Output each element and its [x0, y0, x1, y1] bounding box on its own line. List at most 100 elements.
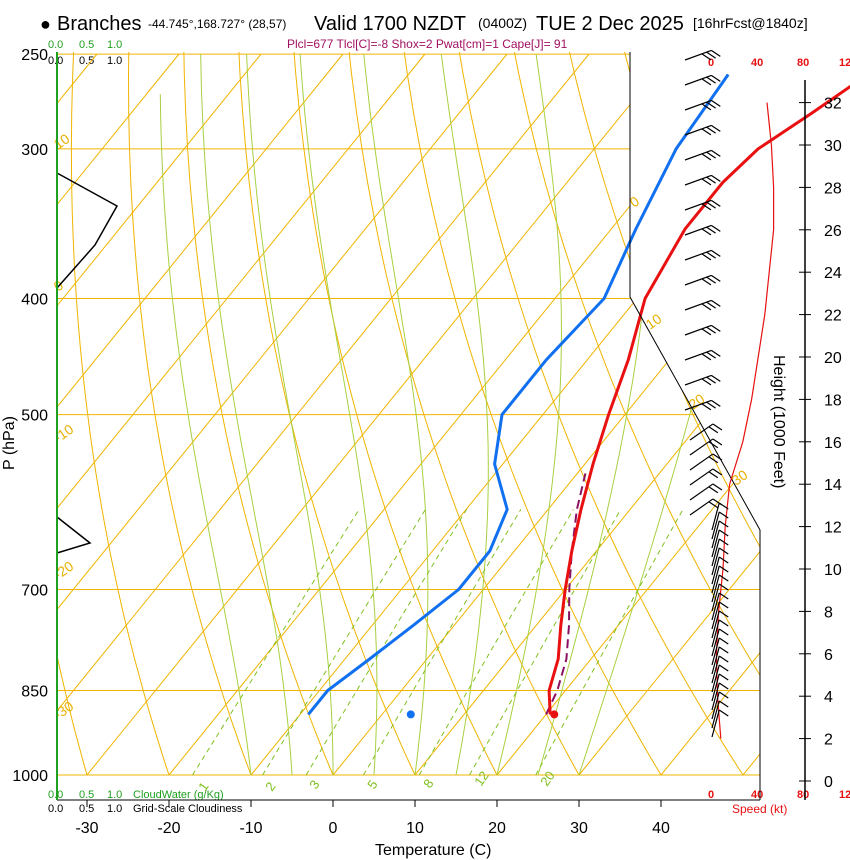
barb-feather — [706, 176, 716, 184]
barb-feather — [710, 299, 721, 307]
wind-barb — [684, 399, 721, 411]
barb-feather — [710, 324, 721, 332]
wind-barb — [684, 49, 721, 61]
height-tick-label: 6 — [824, 647, 833, 664]
isotherm — [742, 53, 760, 776]
barb-staff — [689, 468, 714, 486]
mixing-ratio-line — [535, 509, 684, 776]
barb-staff — [684, 174, 712, 186]
height-tick-label: 8 — [824, 604, 833, 621]
height-tick-label: 32 — [824, 96, 842, 113]
wind-barb — [711, 547, 729, 576]
cloud-scale-bottom: 0.0 0.5 1.0 CloudWater (g/Kg) 0.0 0.5 1.… — [48, 789, 243, 815]
dry-adiabat — [455, 52, 744, 776]
station-name: Branches — [57, 13, 142, 35]
wind-barb — [711, 682, 729, 711]
mixing-ratio-line — [363, 509, 522, 776]
pressure-tick-label: 500 — [21, 408, 48, 425]
height-tick-label: 18 — [824, 392, 842, 409]
barb-feather — [712, 423, 723, 431]
barb-feather — [712, 438, 723, 446]
barb-feather — [706, 251, 716, 259]
speed-top-tick-1: 40 — [751, 57, 763, 69]
temp-tick-label: 0 — [329, 820, 338, 837]
wind-barb — [689, 468, 723, 486]
moist-adiabat — [246, 54, 334, 775]
barb-staff — [684, 249, 712, 261]
height-tick-label: 2 — [824, 732, 833, 749]
barb-staff — [711, 601, 720, 630]
wind-barb — [711, 628, 729, 657]
speed-bottom-tick-0: 0 — [708, 789, 714, 801]
barb-staff — [711, 511, 720, 540]
barb-staff — [711, 520, 720, 549]
speed-label: Speed (kt) — [732, 802, 787, 816]
isotherm — [57, 53, 180, 776]
barb-feather — [718, 529, 729, 537]
mixing-ratio-label: 5 — [364, 777, 380, 792]
wind-barb — [684, 299, 721, 311]
pressure-tick-label: 400 — [21, 292, 48, 309]
barb-staff — [684, 149, 712, 161]
barb-staff — [684, 74, 712, 86]
wind-barb — [689, 423, 723, 441]
profiles — [56, 73, 850, 719]
x-axis-label: Temperature (C) — [375, 842, 491, 859]
cloudwater-bottom-tick-1: 0.5 — [79, 789, 94, 801]
station-bullet: ● — [40, 14, 51, 34]
isotherm — [57, 53, 262, 776]
moist-adiabat — [159, 94, 252, 776]
wind-barb — [711, 538, 729, 567]
temp-tick-label: -10 — [239, 820, 262, 837]
surface-dewpoint-point — [406, 710, 415, 719]
isotherm — [57, 53, 590, 776]
barb-feather — [718, 601, 729, 609]
cloudiness-lower — [56, 516, 92, 554]
barb-feather — [706, 326, 716, 334]
barb-feather — [708, 486, 719, 494]
barb-feather — [706, 226, 716, 234]
barb-feather — [706, 151, 716, 159]
station-coords: -44.745°,168.727° (28,57) — [148, 17, 286, 31]
barb-feather — [701, 278, 712, 286]
y-axis-label: P (hPa) — [1, 416, 18, 470]
barb-feather — [718, 538, 729, 546]
isotherm — [0, 54, 15, 775]
wind-barb — [711, 646, 729, 675]
dewpoint-line — [307, 73, 730, 716]
barb-feather — [718, 646, 729, 654]
barb-feather — [701, 128, 712, 136]
dry-adiabat — [70, 52, 170, 776]
barb-feather — [706, 51, 716, 59]
moist-adiabat — [299, 54, 378, 776]
mixing-ratio-label: 3 — [306, 777, 322, 792]
dry-adiabat — [183, 52, 334, 776]
forecast-date: TUE 2 Dec 2025 — [536, 13, 684, 35]
barb-feather — [701, 78, 712, 86]
wind-barb — [689, 438, 723, 456]
barb-staff — [711, 592, 720, 621]
barb-feather — [701, 153, 712, 161]
forecast-info: [16hrFcst@1840z] — [693, 15, 808, 31]
height-tick-label: 22 — [824, 308, 842, 325]
barb-feather — [708, 501, 719, 509]
speed-bottom-tick-3: 12 — [839, 789, 850, 801]
temp-tick-label: 20 — [488, 820, 506, 837]
wind-barb — [684, 74, 721, 86]
wind-barb — [684, 274, 721, 286]
isotherm — [57, 53, 426, 776]
barb-staff — [711, 583, 720, 612]
height-tick-label: 14 — [824, 477, 842, 494]
temp-tick-label: 10 — [406, 820, 424, 837]
thermo-grid — [0, 52, 760, 776]
wind-barb — [711, 520, 729, 549]
barb-feather — [706, 351, 716, 359]
barb-feather — [718, 619, 729, 627]
barb-feather — [706, 201, 716, 209]
wind-barb — [711, 583, 729, 612]
speed-top-tick-0: 0 — [708, 57, 714, 69]
barb-staff — [711, 637, 720, 666]
barb-feather — [701, 403, 712, 411]
pressure-tick-label: 300 — [21, 142, 48, 159]
